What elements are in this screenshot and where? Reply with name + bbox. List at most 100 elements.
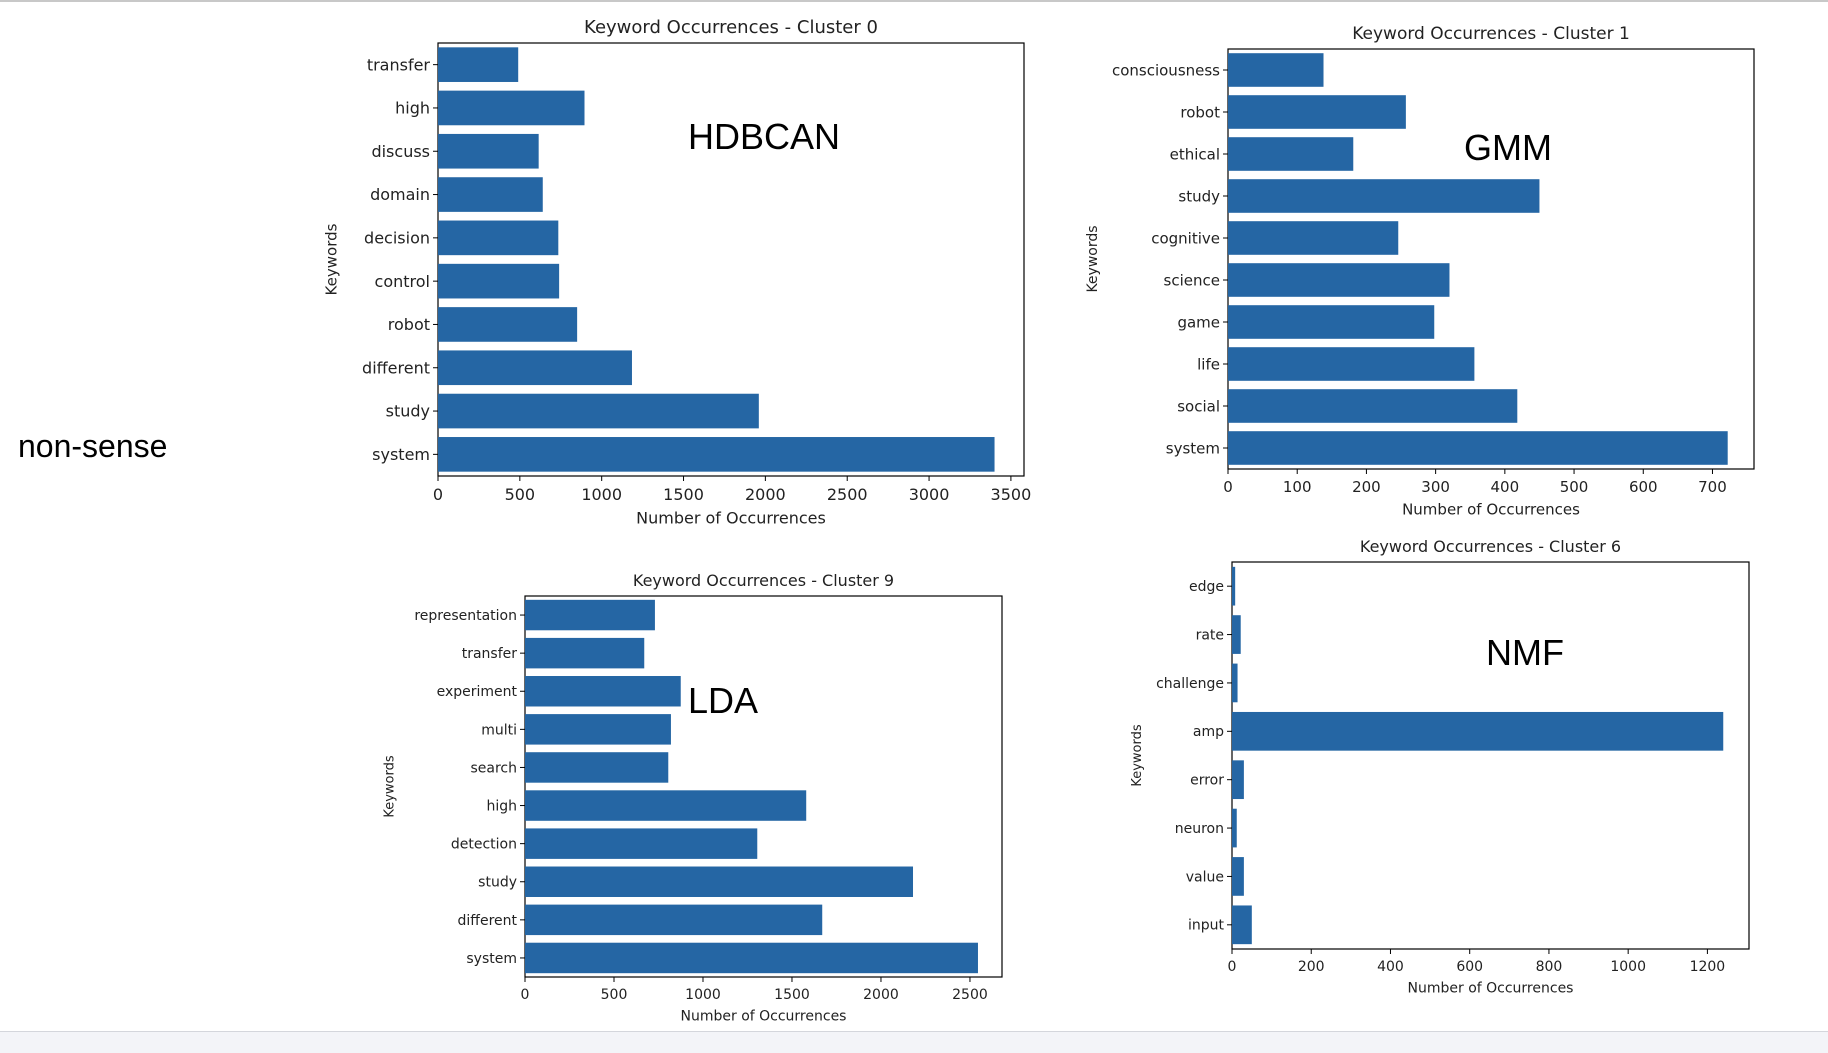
x-tick-label: 200: [1352, 478, 1381, 496]
bar-life: [1228, 347, 1475, 381]
bar-study: [525, 866, 914, 897]
bar-consciousness: [1228, 53, 1324, 87]
y-tick-label: science: [1164, 271, 1220, 289]
x-tick-label: 1500: [663, 485, 704, 504]
y-tick-label: system: [466, 951, 517, 967]
bar-error: [1232, 760, 1244, 800]
x-axis-label: Number of Occurrences: [636, 509, 826, 528]
x-tick-label: 3000: [909, 485, 950, 504]
x-tick-label: 0: [1228, 959, 1237, 975]
bar-decision: [438, 220, 559, 256]
y-tick-label: robot: [1180, 103, 1220, 121]
y-tick-label: domain: [370, 185, 430, 204]
x-tick-label: 1200: [1690, 959, 1726, 975]
chart-frame: [1227, 48, 1755, 470]
x-tick-label: 1000: [1610, 959, 1646, 975]
bar-science: [1228, 263, 1450, 297]
bar-input: [1232, 905, 1252, 945]
y-axis-label: Keywords: [1085, 225, 1101, 292]
y-axis-label: Keywords: [1130, 724, 1145, 787]
y-tick-label: different: [362, 358, 430, 377]
x-tick-label: 1500: [774, 987, 810, 1003]
bar-study: [438, 393, 759, 429]
bar-detection: [525, 828, 758, 859]
x-axis-label: Number of Occurrences: [1408, 980, 1574, 996]
annotation-nmf: NMF: [1486, 632, 1564, 673]
x-tick-label: 600: [1629, 478, 1658, 496]
bar-discuss: [438, 133, 539, 169]
bar-search: [525, 752, 669, 783]
chart-frame: [524, 595, 1003, 978]
bar-system: [438, 437, 995, 472]
bar-transfer: [525, 637, 645, 669]
bar-high: [438, 90, 585, 126]
x-tick-label: 0: [433, 485, 443, 504]
x-tick-label: 2500: [952, 987, 988, 1003]
y-tick-label: life: [1197, 355, 1220, 373]
bar-representation: [525, 599, 655, 631]
bar-system: [525, 942, 978, 974]
x-tick-label: 0: [521, 987, 530, 1003]
bar-neuron: [1232, 808, 1237, 848]
side-label: non-sense: [18, 428, 168, 464]
bar-different: [525, 904, 823, 936]
x-tick-label: 500: [601, 987, 628, 1003]
bar-challenge: [1232, 663, 1238, 703]
y-tick-label: system: [372, 445, 430, 464]
y-tick-label: detection: [451, 837, 517, 853]
bar-robot: [438, 307, 578, 342]
bar-transfer: [438, 47, 519, 82]
y-tick-label: robot: [388, 315, 430, 334]
x-tick-label: 500: [1560, 478, 1589, 496]
y-tick-label: discuss: [371, 142, 430, 161]
y-axis-label: Keywords: [382, 755, 397, 818]
chart-title: Keyword Occurrences - Cluster 1: [1352, 24, 1630, 44]
x-tick-label: 500: [505, 485, 536, 504]
bar-domain: [438, 177, 543, 212]
x-tick-label: 0: [1223, 478, 1233, 496]
bar-ethical: [1228, 137, 1354, 171]
x-tick-label: 700: [1698, 478, 1727, 496]
x-tick-label: 2500: [827, 485, 868, 504]
y-tick-label: transfer: [367, 55, 431, 74]
y-tick-label: neuron: [1175, 821, 1224, 837]
y-tick-label: high: [486, 798, 517, 814]
y-tick-label: social: [1177, 397, 1220, 415]
y-tick-label: consciousness: [1112, 61, 1220, 79]
y-tick-label: transfer: [462, 646, 518, 662]
x-tick-label: 1000: [581, 485, 622, 504]
y-tick-label: representation: [414, 608, 517, 624]
bar-robot: [1228, 95, 1406, 129]
x-tick-label: 400: [1491, 478, 1520, 496]
bar-multi: [525, 714, 671, 745]
top-border: [0, 0, 1828, 2]
annotation-lda: LDA: [688, 680, 759, 721]
bar-social: [1228, 389, 1518, 423]
y-tick-label: study: [478, 875, 517, 891]
x-tick-label: 2000: [745, 485, 786, 504]
y-tick-label: multi: [481, 722, 517, 738]
chart-title: Keyword Occurrences - Cluster 9: [633, 571, 894, 590]
y-tick-label: control: [375, 272, 430, 291]
chart-title: Keyword Occurrences - Cluster 0: [584, 17, 878, 38]
x-tick-label: 1000: [685, 987, 721, 1003]
x-tick-label: 100: [1283, 478, 1312, 496]
y-tick-label: high: [395, 99, 430, 118]
y-tick-label: ethical: [1170, 145, 1220, 163]
bar-high: [525, 790, 807, 821]
x-tick-label: 300: [1421, 478, 1450, 496]
y-tick-label: decision: [364, 228, 430, 247]
y-tick-label: system: [1166, 439, 1220, 457]
x-tick-label: 200: [1298, 959, 1325, 975]
y-tick-label: rate: [1196, 627, 1224, 643]
y-tick-label: game: [1177, 313, 1220, 331]
y-tick-label: input: [1188, 918, 1225, 934]
chart-frame: [437, 42, 1025, 477]
y-tick-label: cognitive: [1151, 229, 1220, 247]
y-tick-label: experiment: [437, 684, 518, 700]
bar-edge: [1232, 566, 1236, 606]
y-axis-label: Keywords: [322, 223, 340, 295]
y-tick-label: amp: [1193, 724, 1224, 740]
chart-title: Keyword Occurrences - Cluster 6: [1360, 537, 1621, 556]
y-tick-label: study: [386, 402, 430, 421]
